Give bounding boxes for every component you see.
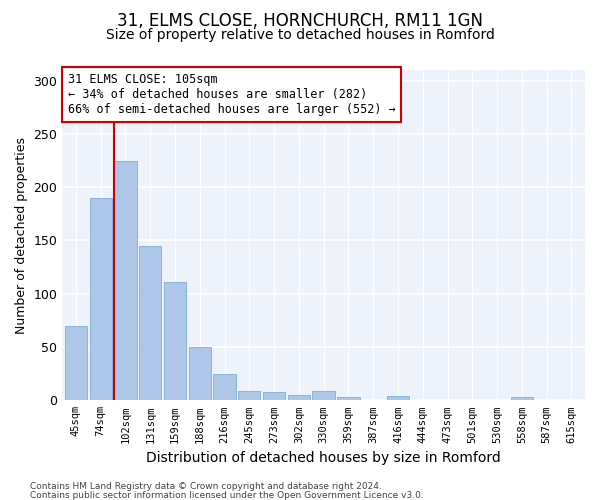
Bar: [288, 395, 310, 400]
Text: Contains public sector information licensed under the Open Government Licence v3: Contains public sector information licen…: [30, 490, 424, 500]
Text: 31 ELMS CLOSE: 105sqm
← 34% of detached houses are smaller (282)
66% of semi-det: 31 ELMS CLOSE: 105sqm ← 34% of detached …: [68, 74, 395, 116]
Bar: [164, 282, 186, 401]
Text: 31, ELMS CLOSE, HORNCHURCH, RM11 1GN: 31, ELMS CLOSE, HORNCHURCH, RM11 1GN: [117, 12, 483, 30]
Bar: [139, 246, 161, 400]
Bar: [511, 397, 533, 400]
Bar: [387, 396, 409, 400]
Bar: [188, 347, 211, 401]
X-axis label: Distribution of detached houses by size in Romford: Distribution of detached houses by size …: [146, 451, 501, 465]
Text: Size of property relative to detached houses in Romford: Size of property relative to detached ho…: [106, 28, 494, 42]
Bar: [263, 392, 285, 400]
Bar: [313, 390, 335, 400]
Bar: [89, 198, 112, 400]
Bar: [337, 397, 359, 400]
Y-axis label: Number of detached properties: Number of detached properties: [15, 136, 28, 334]
Bar: [238, 390, 260, 400]
Bar: [115, 160, 137, 400]
Bar: [65, 326, 87, 400]
Bar: [214, 374, 236, 400]
Text: Contains HM Land Registry data © Crown copyright and database right 2024.: Contains HM Land Registry data © Crown c…: [30, 482, 382, 491]
